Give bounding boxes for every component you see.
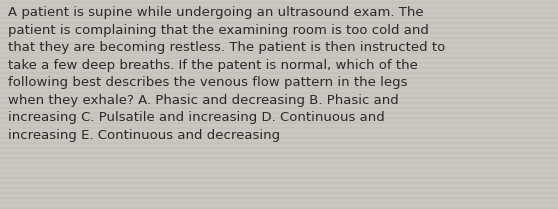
Bar [0, 94, 558, 97]
Bar [0, 114, 558, 116]
Bar [0, 102, 558, 104]
Bar [0, 181, 558, 184]
Bar [0, 206, 558, 209]
Bar [0, 49, 558, 51]
Bar [0, 97, 558, 99]
Bar [0, 186, 558, 189]
Bar [0, 0, 558, 1]
Bar [0, 157, 558, 159]
Bar [0, 32, 558, 34]
Bar [0, 44, 558, 46]
Bar [0, 147, 558, 149]
Bar [0, 172, 558, 174]
Bar [0, 204, 558, 206]
Bar [0, 46, 558, 49]
Bar [0, 54, 558, 56]
Bar [0, 167, 558, 169]
Bar [0, 134, 558, 136]
Bar [0, 141, 558, 144]
Bar [0, 11, 558, 14]
Bar [0, 149, 558, 152]
Bar [0, 99, 558, 102]
Bar [0, 136, 558, 139]
Bar [0, 9, 558, 11]
Bar [0, 29, 558, 32]
Bar [0, 74, 558, 76]
Bar [0, 169, 558, 172]
Bar [0, 174, 558, 176]
Bar [0, 19, 558, 22]
Bar [0, 119, 558, 121]
Bar [0, 124, 558, 126]
Bar [0, 121, 558, 124]
Bar [0, 71, 558, 74]
Bar [0, 61, 558, 64]
Bar [0, 111, 558, 114]
Bar [0, 191, 558, 194]
Bar [0, 144, 558, 147]
Bar [0, 69, 558, 71]
Bar [0, 126, 558, 129]
Bar [0, 37, 558, 39]
Bar [0, 107, 558, 109]
Bar [0, 131, 558, 134]
Bar [0, 1, 558, 4]
Bar [0, 6, 558, 9]
Bar [0, 66, 558, 69]
Bar [0, 64, 558, 66]
Bar [0, 196, 558, 199]
Bar [0, 56, 558, 59]
Bar [0, 79, 558, 82]
Bar [0, 82, 558, 84]
Bar [0, 84, 558, 87]
Bar [0, 109, 558, 111]
Bar [0, 24, 558, 27]
Bar [0, 4, 558, 6]
Bar [0, 199, 558, 201]
Bar [0, 194, 558, 196]
Bar [0, 42, 558, 44]
Bar [0, 116, 558, 119]
Bar [0, 162, 558, 164]
Bar [0, 39, 558, 42]
Bar [0, 176, 558, 179]
Bar [0, 27, 558, 29]
Bar [0, 89, 558, 92]
Bar [0, 22, 558, 24]
Bar [0, 51, 558, 54]
Bar [0, 154, 558, 157]
Bar [0, 179, 558, 181]
Bar [0, 152, 558, 154]
Bar [0, 59, 558, 61]
Bar [0, 104, 558, 107]
Bar [0, 14, 558, 17]
Bar [0, 17, 558, 19]
Bar [0, 164, 558, 167]
Bar [0, 201, 558, 204]
Text: A patient is supine while undergoing an ultrasound exam. The
patient is complain: A patient is supine while undergoing an … [8, 6, 446, 142]
Bar [0, 159, 558, 162]
Bar [0, 87, 558, 89]
Bar [0, 92, 558, 94]
Bar [0, 129, 558, 131]
Bar [0, 184, 558, 186]
Bar [0, 76, 558, 79]
Bar [0, 189, 558, 191]
Bar [0, 34, 558, 37]
Bar [0, 139, 558, 141]
